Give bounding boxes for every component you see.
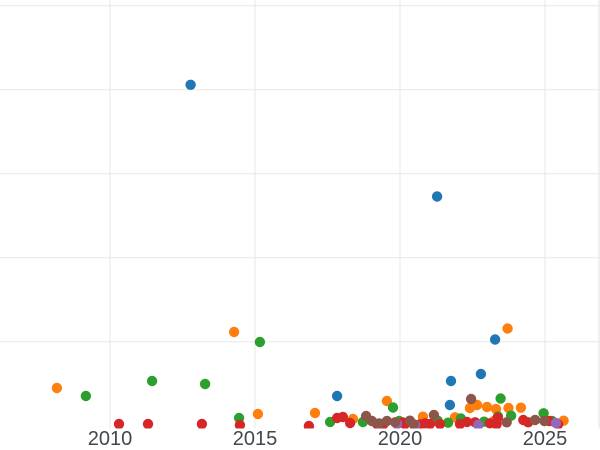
data-point-red bbox=[196, 418, 208, 429]
data-point-purple bbox=[550, 417, 562, 429]
data-point-blue bbox=[331, 390, 343, 402]
data-point-red bbox=[303, 420, 315, 429]
data-point-blue bbox=[489, 334, 501, 345]
data-point-green bbox=[254, 336, 266, 348]
data-point-brown bbox=[373, 418, 385, 429]
data-point-blue bbox=[445, 375, 457, 387]
data-point-brown bbox=[539, 415, 550, 427]
data-point-green bbox=[387, 402, 399, 413]
data-point-red bbox=[424, 418, 436, 429]
data-point-green bbox=[199, 378, 211, 390]
data-point-orange bbox=[381, 395, 393, 407]
data-point-green bbox=[442, 417, 454, 428]
data-point-red bbox=[234, 419, 246, 429]
data-point-brown bbox=[501, 417, 512, 428]
data-point-orange bbox=[228, 326, 240, 338]
data-point-red bbox=[337, 411, 349, 423]
data-point-brown bbox=[389, 417, 401, 428]
data-point-red bbox=[344, 417, 356, 429]
data-point-brown bbox=[428, 409, 440, 421]
data-point-orange bbox=[309, 407, 321, 419]
data-point-brown bbox=[529, 414, 541, 426]
data-point-purple bbox=[473, 419, 484, 429]
x-tick-label: 2015 bbox=[232, 428, 278, 450]
data-point-red bbox=[461, 416, 473, 428]
data-point-green bbox=[146, 375, 158, 387]
data-point-orange bbox=[502, 323, 513, 334]
data-point-brown bbox=[381, 415, 393, 427]
data-point-orange bbox=[252, 408, 264, 420]
data-point-red bbox=[113, 418, 125, 429]
x-tick-label: 2020 bbox=[377, 428, 423, 450]
data-point-orange bbox=[481, 401, 493, 413]
data-point-orange bbox=[515, 402, 527, 413]
data-point-green bbox=[495, 393, 506, 404]
data-point-green bbox=[538, 408, 549, 419]
data-point-blue bbox=[444, 399, 456, 411]
data-point-red bbox=[142, 418, 154, 429]
data-points-layer bbox=[51, 79, 569, 429]
x-tick-label: 2025 bbox=[522, 428, 568, 450]
data-point-blue bbox=[185, 79, 196, 91]
data-point-red bbox=[434, 418, 446, 429]
data-point-orange bbox=[51, 382, 63, 394]
data-point-brown bbox=[408, 419, 419, 429]
x-tick-label: 2010 bbox=[87, 428, 133, 450]
data-point-green bbox=[80, 390, 92, 402]
data-point-red bbox=[492, 412, 503, 423]
data-point-brown bbox=[465, 393, 477, 405]
data-point-blue bbox=[475, 368, 487, 380]
data-point-blue bbox=[431, 191, 443, 202]
